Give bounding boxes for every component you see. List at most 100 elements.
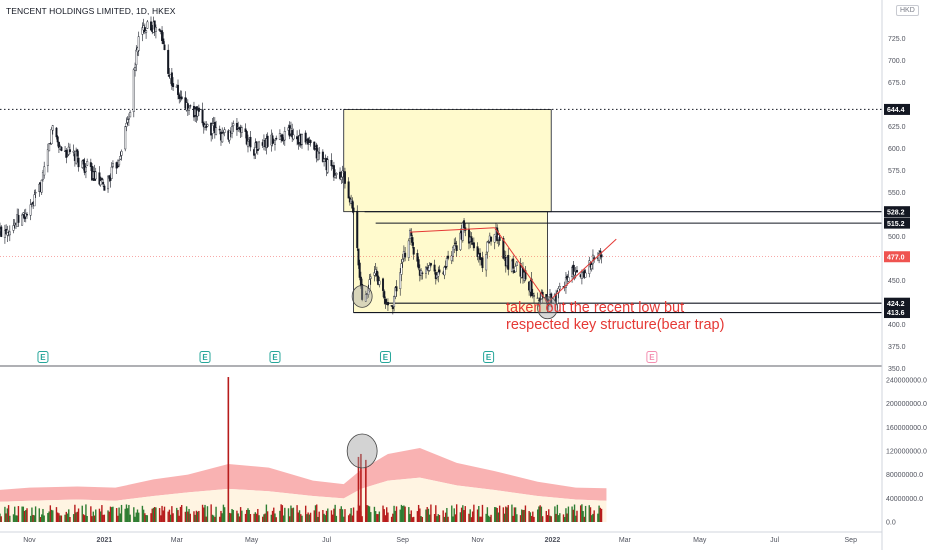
chart-title: TENCENT HOLDINGS LIMITED, 1D, HKEX xyxy=(6,6,176,16)
volume-bar xyxy=(523,509,525,522)
volume-bar xyxy=(410,510,412,522)
volume-bar xyxy=(274,513,276,522)
candle xyxy=(291,123,294,142)
candle xyxy=(383,289,386,305)
price-label: 413.6 xyxy=(884,307,910,319)
currency-badge[interactable]: HKD xyxy=(896,5,919,16)
volume-bar xyxy=(554,506,556,522)
candle xyxy=(330,153,333,171)
zone-lower xyxy=(353,211,548,313)
candle-body xyxy=(359,276,362,287)
candle xyxy=(82,159,85,171)
volume-bar xyxy=(430,504,432,522)
volume-bar xyxy=(4,506,6,522)
candle-body xyxy=(476,246,479,257)
volume-bar xyxy=(539,505,541,522)
price-label-box xyxy=(884,251,910,263)
volume-bar xyxy=(417,504,420,522)
earnings-marker-icon[interactable]: E xyxy=(646,351,658,363)
volume-bar xyxy=(549,515,551,522)
candle-body xyxy=(401,259,404,263)
candle xyxy=(255,141,258,154)
candle xyxy=(461,221,464,243)
candle xyxy=(308,136,311,145)
candle-body xyxy=(411,237,414,246)
candle xyxy=(445,255,448,270)
volume-bar xyxy=(284,507,286,522)
candle xyxy=(235,117,238,136)
volume-bar xyxy=(128,504,130,522)
candle xyxy=(240,125,243,138)
candle-body xyxy=(163,44,166,51)
candle-body xyxy=(316,151,319,160)
earnings-marker-icon[interactable]: E xyxy=(37,351,49,363)
candle xyxy=(120,149,123,161)
volume-bar xyxy=(171,506,173,522)
candle xyxy=(3,224,6,244)
candle xyxy=(332,161,335,181)
candle-body xyxy=(22,212,25,215)
candle xyxy=(395,280,398,297)
candle xyxy=(271,132,274,147)
volume-bar xyxy=(118,507,120,522)
candle xyxy=(459,228,462,251)
candle xyxy=(161,26,164,44)
candle-body xyxy=(580,272,583,279)
candle xyxy=(145,29,148,39)
volume-bar xyxy=(82,514,85,522)
candle-body xyxy=(161,30,164,41)
candle xyxy=(453,238,456,254)
volume-bar xyxy=(281,505,284,522)
candle-body xyxy=(357,248,360,266)
volume-bar xyxy=(42,508,44,522)
volume-bar xyxy=(366,505,368,522)
volume-bar xyxy=(400,504,403,522)
earnings-marker-icon[interactable]: E xyxy=(199,351,211,363)
candle-body xyxy=(158,28,161,31)
candle xyxy=(127,113,130,126)
candle xyxy=(377,271,380,286)
volume-bar xyxy=(435,505,437,522)
volume-bar xyxy=(112,506,114,522)
volume-bar xyxy=(49,505,52,522)
candle-body xyxy=(369,276,372,279)
earnings-marker-label: E xyxy=(649,353,655,362)
candle-body xyxy=(533,295,536,297)
time-tick-label: Nov xyxy=(23,537,36,544)
volume-bar xyxy=(416,511,419,522)
earnings-marker-icon[interactable]: E xyxy=(269,351,281,363)
candle xyxy=(507,248,510,276)
candle-body xyxy=(34,192,37,194)
candle-body xyxy=(301,134,304,145)
volume-bar xyxy=(341,509,344,522)
earnings-marker-label: E xyxy=(202,353,208,362)
volume-bar xyxy=(237,513,239,522)
candle-body xyxy=(364,294,367,302)
candle xyxy=(352,201,355,215)
candle-body xyxy=(443,266,446,276)
volume-bar xyxy=(497,512,500,522)
volume-bar xyxy=(419,508,421,522)
candle-body xyxy=(41,172,44,180)
candle-body xyxy=(599,250,602,253)
volume-bar xyxy=(428,514,431,522)
candle xyxy=(496,224,499,244)
volume-bar xyxy=(74,504,76,522)
volume-bar xyxy=(327,508,329,522)
candle xyxy=(8,225,11,242)
volume-bar xyxy=(161,505,163,522)
earnings-marker-icon[interactable]: E xyxy=(483,351,495,363)
volume-bar xyxy=(204,504,206,522)
candle-body xyxy=(98,172,101,185)
candle xyxy=(598,249,601,264)
volume-spike xyxy=(365,459,367,522)
volume-bar xyxy=(340,506,342,522)
candle-body xyxy=(283,131,286,141)
earnings-marker-icon[interactable]: E xyxy=(379,351,391,363)
volume-bar xyxy=(228,512,231,522)
volume-bar xyxy=(426,507,428,522)
volume-bar xyxy=(273,507,275,522)
